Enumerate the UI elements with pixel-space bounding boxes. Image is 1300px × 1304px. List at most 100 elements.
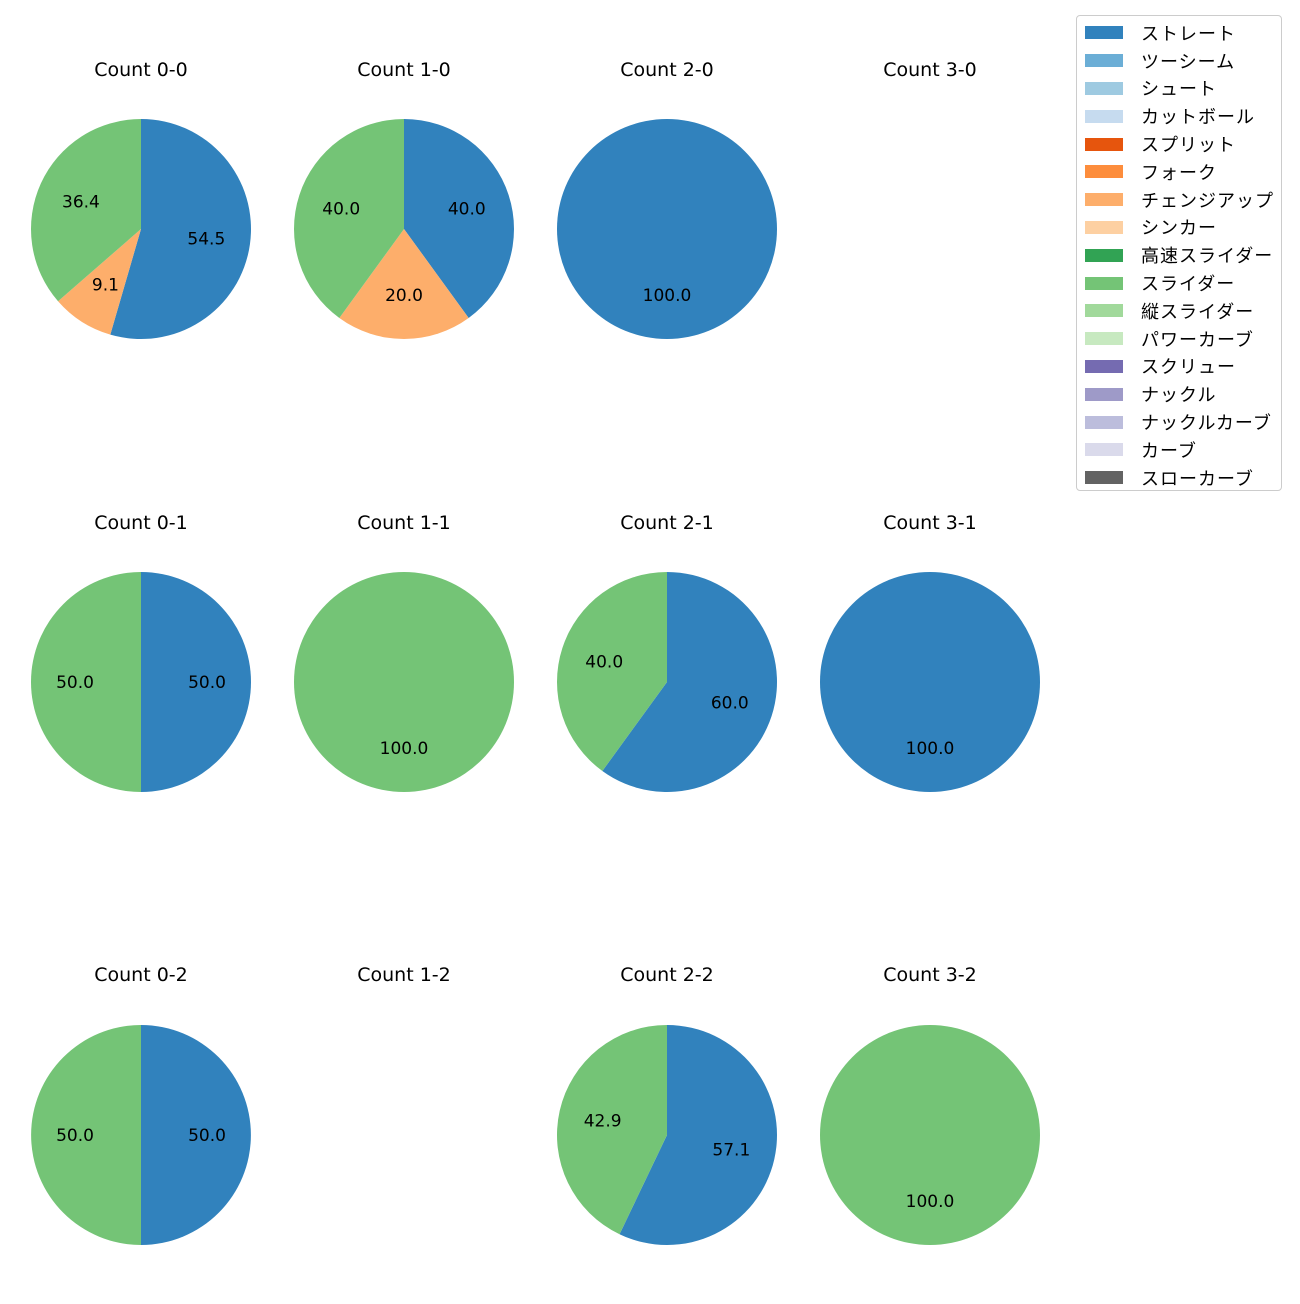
legend-item: ストレート bbox=[1077, 19, 1281, 47]
legend-swatch bbox=[1085, 332, 1123, 346]
pie-chart-2: Count 1-0 40.0 20.0 40.0 bbox=[293, 59, 515, 340]
pie-slice bbox=[141, 572, 251, 792]
legend-swatch bbox=[1085, 109, 1123, 123]
chart-title: Count 3-0 bbox=[883, 59, 977, 81]
legend-swatch bbox=[1085, 359, 1123, 373]
legend-item: カーブ bbox=[1077, 436, 1281, 464]
legend-item: スクリュー bbox=[1077, 353, 1281, 381]
legend-label: パワーカーブ bbox=[1141, 329, 1254, 351]
legend-swatch bbox=[1085, 193, 1123, 207]
pie-slice bbox=[820, 1025, 1040, 1245]
legend-swatch bbox=[1085, 471, 1123, 485]
legend-swatch bbox=[1085, 248, 1123, 262]
legend-swatch bbox=[1085, 220, 1123, 234]
legend-item: パワーカーブ bbox=[1077, 325, 1281, 353]
legend-item: ナックル bbox=[1077, 380, 1281, 408]
chart-title: Count 2-0 bbox=[620, 59, 714, 81]
slice-label: 54.5 bbox=[187, 229, 225, 249]
pie-slice bbox=[110, 119, 252, 339]
legend-label: カーブ bbox=[1141, 440, 1197, 462]
legend-label: チェンジアップ bbox=[1141, 190, 1274, 212]
slice-label: 50.0 bbox=[56, 1126, 94, 1146]
legend-item: ナックルカーブ bbox=[1077, 408, 1281, 436]
legend-item: スライダー bbox=[1077, 269, 1281, 297]
legend-label: スローカーブ bbox=[1141, 468, 1254, 490]
pie-chart-5: Count 0-1 50.0 50.0 bbox=[31, 512, 251, 792]
legend-label: スプリット bbox=[1141, 135, 1236, 157]
legend-label: スクリュー bbox=[1141, 357, 1236, 379]
chart-title: Count 0-1 bbox=[94, 512, 188, 534]
pie-slice bbox=[294, 572, 514, 792]
pie-chart-3: Count 2-0 100.0 bbox=[557, 59, 777, 339]
legend-swatch bbox=[1085, 137, 1123, 151]
pie-slice bbox=[557, 1025, 667, 1235]
slice-label: 50.0 bbox=[188, 1126, 226, 1146]
legend-swatch bbox=[1085, 276, 1123, 290]
legend-item: フォーク bbox=[1077, 158, 1281, 186]
pie-slice bbox=[293, 119, 404, 318]
legend-label: フォーク bbox=[1141, 162, 1217, 184]
slice-label: 100.0 bbox=[643, 286, 692, 306]
pie-chart-1: Count 0-0 54.5 9.1 36.4 bbox=[31, 59, 252, 339]
pie-slice bbox=[31, 1025, 141, 1245]
legend-item: 縦スライダー bbox=[1077, 297, 1281, 325]
legend-swatch bbox=[1085, 304, 1123, 318]
slice-label: 36.4 bbox=[62, 193, 100, 213]
legend-item: シンカー bbox=[1077, 214, 1281, 242]
chart-title: Count 3-1 bbox=[883, 512, 977, 534]
legend-label: 縦スライダー bbox=[1141, 301, 1255, 323]
chart-title: Count 1-2 bbox=[357, 964, 451, 986]
slice-label: 100.0 bbox=[380, 739, 429, 759]
pie-slice bbox=[141, 1025, 251, 1245]
legend-swatch bbox=[1085, 387, 1123, 401]
legend-swatch bbox=[1085, 54, 1123, 68]
legend-item: シュート bbox=[1077, 75, 1281, 103]
legend-swatch bbox=[1085, 443, 1123, 457]
legend-swatch bbox=[1085, 415, 1123, 429]
legend-label: ナックル bbox=[1141, 385, 1217, 407]
slice-label: 9.1 bbox=[92, 276, 119, 296]
legend-item: スプリット bbox=[1077, 130, 1281, 158]
slice-label: 40.0 bbox=[448, 200, 486, 220]
pie-slice bbox=[619, 1025, 777, 1245]
pie-slice bbox=[602, 572, 777, 793]
slice-label: 40.0 bbox=[322, 200, 360, 220]
slice-label: 60.0 bbox=[711, 693, 749, 713]
slice-label: 100.0 bbox=[906, 739, 955, 759]
legend-label: ストレート bbox=[1141, 23, 1236, 45]
slice-label: 100.0 bbox=[906, 1192, 955, 1212]
legend-item: チェンジアップ bbox=[1077, 186, 1281, 214]
pie-slice bbox=[31, 118, 141, 302]
slice-label: 57.1 bbox=[712, 1141, 750, 1161]
slice-label: 20.0 bbox=[385, 286, 423, 306]
legend-label: シンカー bbox=[1141, 218, 1217, 240]
pie-slice bbox=[58, 229, 141, 335]
legend-label: ナックルカーブ bbox=[1141, 413, 1272, 435]
pie-slice bbox=[557, 572, 667, 771]
chart-title: Count 0-2 bbox=[94, 964, 188, 986]
legend-label: 高速スライダー bbox=[1141, 246, 1274, 268]
slice-label: 42.9 bbox=[584, 1111, 622, 1131]
pie-slice bbox=[557, 119, 777, 339]
pie-slice bbox=[820, 572, 1040, 792]
slice-label: 40.0 bbox=[585, 653, 623, 673]
pie-chart-4: Count 3-0 bbox=[883, 59, 977, 81]
legend-label: カットボール bbox=[1141, 107, 1255, 129]
pie-chart-8: Count 3-1 100.0 bbox=[820, 512, 1040, 792]
pie-slice bbox=[31, 572, 141, 792]
legend-item: カットボール bbox=[1077, 102, 1281, 130]
pie-slice bbox=[404, 119, 515, 318]
chart-title: Count 0-0 bbox=[94, 59, 188, 81]
legend-swatch bbox=[1085, 26, 1123, 40]
legend-label: スライダー bbox=[1141, 274, 1236, 296]
legend-item: スローカーブ bbox=[1077, 464, 1281, 492]
slice-label: 50.0 bbox=[56, 673, 94, 693]
pie-chart-11: Count 2-2 57.1 42.9 bbox=[557, 964, 777, 1245]
legend-label: シュート bbox=[1141, 79, 1217, 101]
pie-chart-10: Count 1-2 bbox=[357, 964, 451, 986]
chart-title: Count 2-2 bbox=[620, 964, 714, 986]
chart-title: Count 1-0 bbox=[357, 59, 451, 81]
pie-chart-6: Count 1-1 100.0 bbox=[294, 512, 514, 792]
